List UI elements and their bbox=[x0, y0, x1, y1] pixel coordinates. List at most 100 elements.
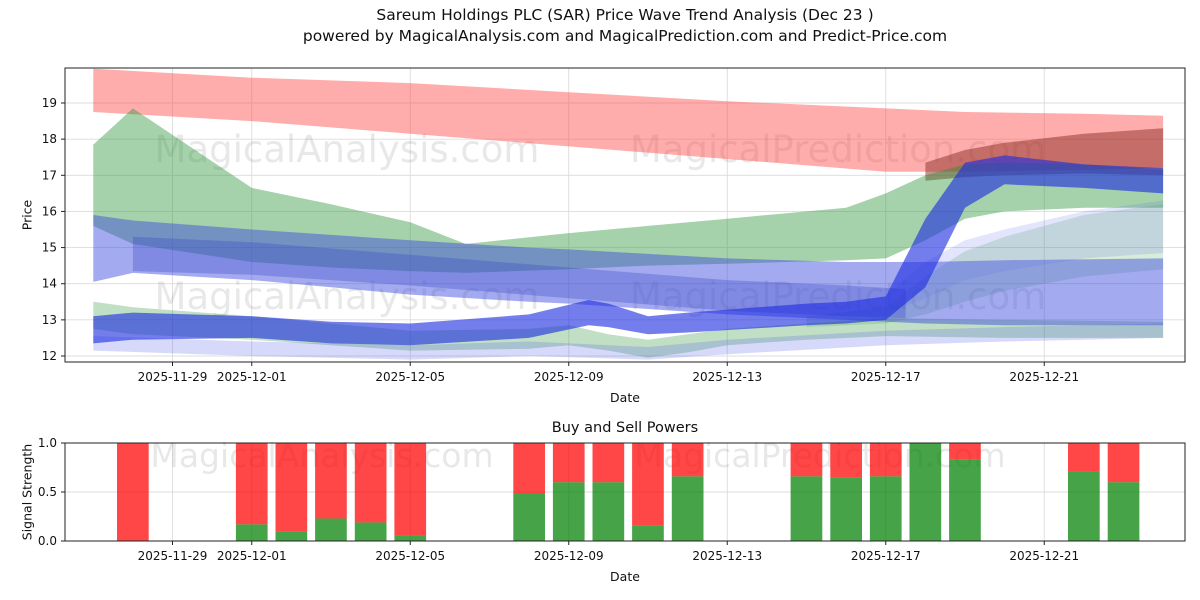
tick-label: 18 bbox=[42, 132, 57, 146]
bar-2025-12-12 bbox=[671, 443, 704, 541]
sell-segment bbox=[671, 443, 704, 477]
buy-segment bbox=[592, 482, 625, 541]
sell-segment bbox=[275, 443, 308, 532]
tick-label: 17 bbox=[42, 168, 57, 182]
red-band bbox=[93, 68, 1164, 172]
buy-segment bbox=[790, 476, 823, 541]
tick-label: 1.0 bbox=[38, 436, 57, 450]
price-chart-frame bbox=[64, 67, 1186, 363]
sell-segment bbox=[354, 443, 387, 523]
tick-label: 15 bbox=[42, 241, 57, 255]
tick-label: 2025-12-17 bbox=[851, 370, 921, 384]
sell-segment bbox=[513, 443, 545, 493]
bar-2025-12-03 bbox=[315, 443, 347, 541]
figure-subtitle: powered by MagicalAnalysis.com and Magic… bbox=[302, 27, 948, 45]
tick-labels: 2025-11-29 2025-12-01 2025-12-05 2025-12-09… bbox=[38, 96, 1079, 563]
buy-segment bbox=[315, 518, 347, 541]
buy-segment bbox=[869, 476, 902, 541]
bar-2025-12-16 bbox=[830, 443, 862, 541]
tick-label: 14 bbox=[42, 277, 57, 291]
bottom-chart-title: Buy and Sell Powers bbox=[551, 420, 699, 436]
buy-segment bbox=[354, 522, 387, 541]
sell-segment bbox=[830, 443, 862, 478]
buy-segment bbox=[513, 493, 545, 541]
price-axis-label: Price bbox=[19, 199, 35, 231]
sell-segment bbox=[592, 443, 625, 483]
top-date-axis-label: Date bbox=[610, 390, 640, 405]
buy-segment bbox=[552, 482, 585, 541]
bar-2025-12-01 bbox=[235, 443, 268, 541]
sell-segment bbox=[117, 443, 149, 541]
tick-label: 2025-12-17 bbox=[851, 549, 921, 563]
low-blue-band bbox=[93, 323, 1164, 360]
blue-core-band bbox=[132, 236, 906, 319]
buy-segment bbox=[830, 477, 862, 541]
bar-2025-12-18 bbox=[909, 443, 942, 541]
sell-segment bbox=[949, 443, 981, 460]
tick-label: 2025-12-21 bbox=[1009, 370, 1079, 384]
sell-segment bbox=[790, 443, 823, 477]
bar-2025-12-10 bbox=[592, 443, 625, 541]
tick-label: 2025-11-29 bbox=[138, 370, 208, 384]
tick-label: 12 bbox=[42, 349, 57, 363]
buy-sell-bars bbox=[117, 443, 1140, 541]
figure-title: Sareum Holdings PLC (SAR) Price Wave Tre… bbox=[376, 6, 874, 24]
buy-segment bbox=[949, 459, 981, 541]
watermark-analysis: MagicalAnalysis.com bbox=[155, 128, 540, 171]
sell-segment bbox=[315, 443, 347, 519]
bar-2025-12-15 bbox=[790, 443, 823, 541]
bottom-date-axis-label: Date bbox=[610, 569, 640, 584]
bar-2025-12-02 bbox=[275, 443, 308, 541]
tick-label: 16 bbox=[42, 204, 57, 218]
tick-label: 2025-12-09 bbox=[534, 370, 604, 384]
buy-segment bbox=[632, 525, 664, 541]
buy-segment bbox=[394, 535, 427, 541]
royal-blue-band bbox=[93, 155, 1164, 346]
tick-label: 0.0 bbox=[38, 534, 57, 548]
tick-label: 2025-12-05 bbox=[375, 370, 445, 384]
bar-2025-12-04 bbox=[354, 443, 387, 541]
sell-segment bbox=[394, 443, 427, 536]
tick-label: 13 bbox=[42, 313, 57, 327]
sell-segment bbox=[869, 443, 902, 477]
bar-2025-12-17 bbox=[869, 443, 902, 541]
tick-label: 2025-12-13 bbox=[692, 370, 762, 384]
tick-label: 2025-12-05 bbox=[375, 549, 445, 563]
bar-2025-12-11 bbox=[632, 443, 664, 541]
sell-segment bbox=[1107, 443, 1140, 483]
tick-marks bbox=[61, 102, 1045, 545]
buy-segment bbox=[235, 524, 268, 541]
tick-label: 2025-12-01 bbox=[217, 370, 287, 384]
tick-label: 0.5 bbox=[38, 485, 57, 499]
buy-segment bbox=[1107, 482, 1140, 541]
sell-segment bbox=[632, 443, 664, 526]
bar-2025-12-08 bbox=[513, 443, 545, 541]
signal-strength-axis-label: Signal Strength bbox=[19, 443, 35, 541]
blue-fan-band bbox=[885, 200, 1164, 313]
tick-label: 2025-12-01 bbox=[217, 549, 287, 563]
tick-label: 2025-11-29 bbox=[138, 549, 208, 563]
tick-label: 2025-12-09 bbox=[534, 549, 604, 563]
buy-segment bbox=[909, 443, 942, 541]
big-green-band bbox=[93, 108, 1164, 273]
watermark-analysis: MagicalAnalysis.com bbox=[155, 275, 540, 318]
buy-segment bbox=[671, 476, 704, 541]
tick-label: 2025-12-21 bbox=[1009, 549, 1079, 563]
bar-2025-12-05 bbox=[394, 443, 427, 541]
price-wave-bands bbox=[93, 68, 1164, 360]
tick-label: 2025-12-13 bbox=[692, 549, 762, 563]
bar-2025-12-23 bbox=[1107, 443, 1140, 541]
tick-label: 19 bbox=[42, 96, 57, 110]
bar-2025-11-28 bbox=[117, 443, 149, 541]
bar-2025-12-22 bbox=[1068, 443, 1100, 541]
bar-2025-12-09 bbox=[552, 443, 585, 541]
buy-segment bbox=[275, 531, 308, 541]
sell-segment bbox=[1068, 443, 1100, 472]
buy-segment bbox=[1068, 471, 1100, 541]
sell-segment bbox=[235, 443, 268, 525]
sell-segment bbox=[552, 443, 585, 483]
bar-2025-12-19 bbox=[949, 443, 981, 541]
green-fan-band bbox=[806, 204, 1164, 328]
